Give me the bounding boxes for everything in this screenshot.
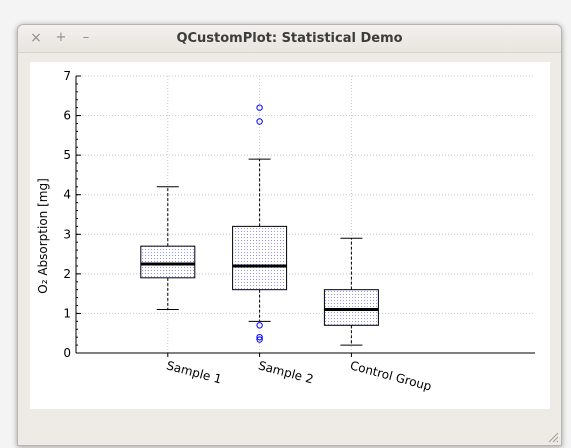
y-tick-label: 7 (63, 69, 71, 83)
box-iqr (323, 289, 379, 326)
box-iqr (140, 245, 196, 279)
window-title: QCustomPlot: Statistical Demo (176, 31, 403, 46)
y-tick-label: 0 (63, 346, 71, 360)
x-tick-label: Sample 1 (165, 358, 223, 386)
x-tick-label: Sample 2 (257, 358, 315, 386)
maximize-button[interactable]: + (55, 30, 67, 45)
y-tick-label: 6 (63, 109, 71, 123)
box-sample-2 (232, 104, 288, 343)
plot-widget[interactable]: 0 1 2 3 4 5 6 7 Sample 1 Sample 2 Control Group O₂… (30, 62, 550, 409)
outlier-point (256, 333, 263, 341)
outlier-point (256, 322, 263, 329)
box-iqr (232, 225, 288, 291)
y-tick-label: 2 (63, 267, 71, 281)
y-tick-label: 4 (63, 188, 71, 202)
x-tick-label: Control Group (349, 358, 434, 393)
title-bar[interactable]: × + – QCustomPlot: Statistical Demo (18, 25, 561, 53)
y-tick-label: 1 (63, 306, 71, 320)
y-tick-label: 3 (63, 227, 71, 241)
minimize-button[interactable]: – (82, 30, 90, 45)
box-sample-1 (140, 186, 196, 310)
y-axis-label: O₂ Absorption [mg] (36, 178, 50, 294)
outlier-point (256, 104, 263, 111)
app-window: × + – QCustomPlot: Statistical Demo 0 1 2 3… (17, 24, 562, 446)
outlier-point (256, 118, 263, 125)
close-button[interactable]: × (30, 30, 42, 46)
box-control-group (323, 237, 379, 346)
y-tick-label: 5 (63, 148, 71, 162)
outlier-point (256, 336, 263, 343)
resize-grip-icon[interactable] (547, 431, 559, 443)
boxplot-chart: 0 1 2 3 4 5 6 7 Sample 1 Sample 2 Control Group O₂… (36, 69, 535, 394)
